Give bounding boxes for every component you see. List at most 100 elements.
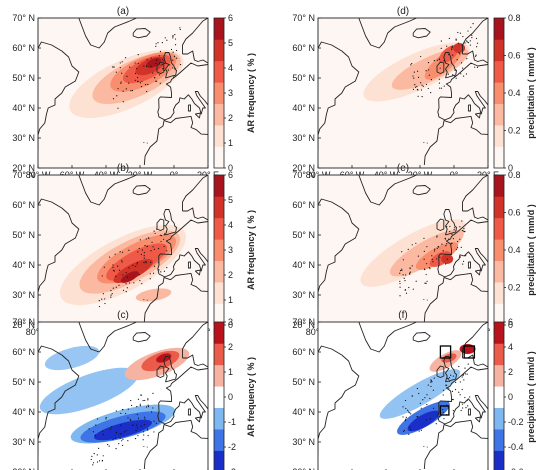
lat-tick-label: 30° N	[292, 133, 315, 143]
colorbar-tick-label: 0.6	[508, 51, 521, 61]
lat-tick-label: 70° N	[292, 317, 315, 327]
colorbar-tick-label: 1	[228, 138, 233, 148]
lat-tick-label: 70° N	[292, 13, 315, 23]
map-frame	[37, 17, 209, 169]
lat-tick-label: 40° N	[12, 407, 35, 417]
lat-tick-label: 40° N	[12, 260, 35, 270]
significance-dots	[98, 225, 168, 308]
significance-dots	[112, 27, 182, 109]
colorbar-tick-label: 2	[228, 113, 233, 123]
map-frame	[317, 321, 489, 470]
lat-tick-label: 20° N	[12, 163, 35, 173]
lat-tick-label: 30° N	[12, 290, 35, 300]
colorbar-segment	[214, 39, 224, 62]
lat-tick-label: 40° N	[292, 260, 315, 270]
map-field	[318, 322, 488, 470]
lat-tick-label: 20° N	[12, 467, 35, 470]
colorbar-segment	[214, 322, 224, 344]
colorbar-tick-label: 5	[228, 38, 233, 48]
colorbar: 0 0.2 0.4 0.6 0.8 precipitation ( mm/d )	[493, 13, 536, 173]
lat-tick-label: 60° N	[12, 347, 35, 357]
panel-c: (c)20° N30° N40° N50° N60° N70° N80° W60…	[12, 310, 256, 470]
lat-tick-label: 50° N	[12, 377, 35, 387]
colorbar-segment	[214, 429, 224, 451]
colorbar-tick-label: 0	[508, 392, 513, 402]
colorbar-label: precipitation ( mm/d )	[526, 204, 536, 296]
colorbar-label: AR frequency ( % )	[246, 210, 256, 290]
colorbar-segment	[494, 146, 504, 169]
lat-tick-label: 50° N	[12, 73, 35, 83]
colorbar-segment	[494, 450, 504, 470]
colorbar-segment	[214, 125, 224, 147]
lat-tick-label: 60° N	[292, 347, 315, 357]
colorbar-tick-label: 4	[228, 220, 233, 230]
panel-b: (b)20° N30° N40° N50° N60° N70° N80° W60…	[12, 163, 256, 337]
coastlines	[38, 322, 208, 470]
lat-tick-label: 60° N	[12, 43, 35, 53]
lat-tick-label: 50° N	[12, 230, 35, 240]
colorbar-segment	[214, 364, 224, 387]
lat-tick-label: 20° N	[12, 320, 35, 330]
colorbar-segment	[214, 450, 224, 470]
colorbar-segment	[494, 303, 504, 326]
coastlines	[318, 322, 488, 470]
colorbar-tick-label: 1	[228, 367, 233, 377]
map-field	[38, 18, 208, 168]
lat-tick-label: 60° N	[292, 43, 315, 53]
panel-title: (a)	[117, 6, 129, 17]
colorbar-segment	[214, 146, 224, 169]
colorbar: 0 0.2 0.4 0.6 0.8 precipitation ( mm/d )	[493, 170, 536, 330]
colorbar-segment	[214, 260, 224, 283]
colorbar-segment	[494, 282, 504, 304]
colorbar-tick-label: 6	[228, 170, 233, 180]
colorbar-tick-label: -0.2	[508, 417, 524, 427]
lat-tick-label: 70° N	[12, 170, 35, 180]
lat-tick-label: 50° N	[292, 73, 315, 83]
colorbar-tick-label: -0.6	[508, 467, 524, 470]
map-field	[318, 175, 488, 325]
colorbar-tick-label: 6	[228, 13, 233, 23]
colorbar-tick-label: 1	[228, 295, 233, 305]
colorbar-segment	[494, 175, 504, 197]
colorbar-tick-label: 0	[228, 392, 233, 402]
colorbar-tick-label: 2	[228, 270, 233, 280]
panel-a: (a)20° N30° N40° N50° N60° N70° N80° W60…	[12, 6, 256, 180]
lat-tick-label: 20° N	[292, 467, 315, 470]
lat-tick-label: 40° N	[292, 103, 315, 113]
colorbar-segment	[494, 364, 504, 387]
colorbar-segment	[494, 217, 504, 240]
colorbar-segment	[214, 217, 224, 240]
colorbar-segment	[494, 429, 504, 451]
colorbar-tick-label: 4	[228, 63, 233, 73]
colorbar-tick-label: -1	[228, 417, 236, 427]
lat-tick-label: 20° N	[292, 163, 315, 173]
lat-tick-label: 60° N	[292, 200, 315, 210]
map-field	[38, 322, 208, 470]
colorbar-segment	[214, 103, 224, 126]
map-field	[38, 175, 208, 325]
colorbar-tick-label: 3	[228, 317, 233, 327]
colorbar-tick-label: 6	[508, 317, 513, 327]
region-box	[463, 345, 476, 359]
lat-tick-label: 40° N	[12, 103, 35, 113]
colorbar-tick-label: -2	[228, 442, 236, 452]
colorbar-segment	[214, 18, 224, 40]
lat-tick-label: 50° N	[292, 230, 315, 240]
colorbar-segment	[494, 260, 504, 283]
colorbar-tick-label: 3	[228, 88, 233, 98]
colorbar-tick-label: 0.8	[508, 170, 521, 180]
colorbar-segment	[214, 303, 224, 326]
colorbar-segment	[214, 343, 224, 366]
colorbar-segment	[494, 39, 504, 62]
colorbar-segment	[494, 103, 504, 126]
colorbar-segment	[214, 196, 224, 219]
coastlines	[318, 175, 488, 323]
coastlines	[38, 175, 208, 323]
panel-title: (d)	[397, 6, 409, 17]
colorbar-segment	[214, 82, 224, 105]
colorbar-tick-label: 0	[228, 163, 233, 173]
colorbar-tick-label: 0	[228, 320, 233, 330]
colorbar-label: precipitation ( mm/d )	[526, 47, 536, 139]
colorbar-segment	[494, 125, 504, 147]
